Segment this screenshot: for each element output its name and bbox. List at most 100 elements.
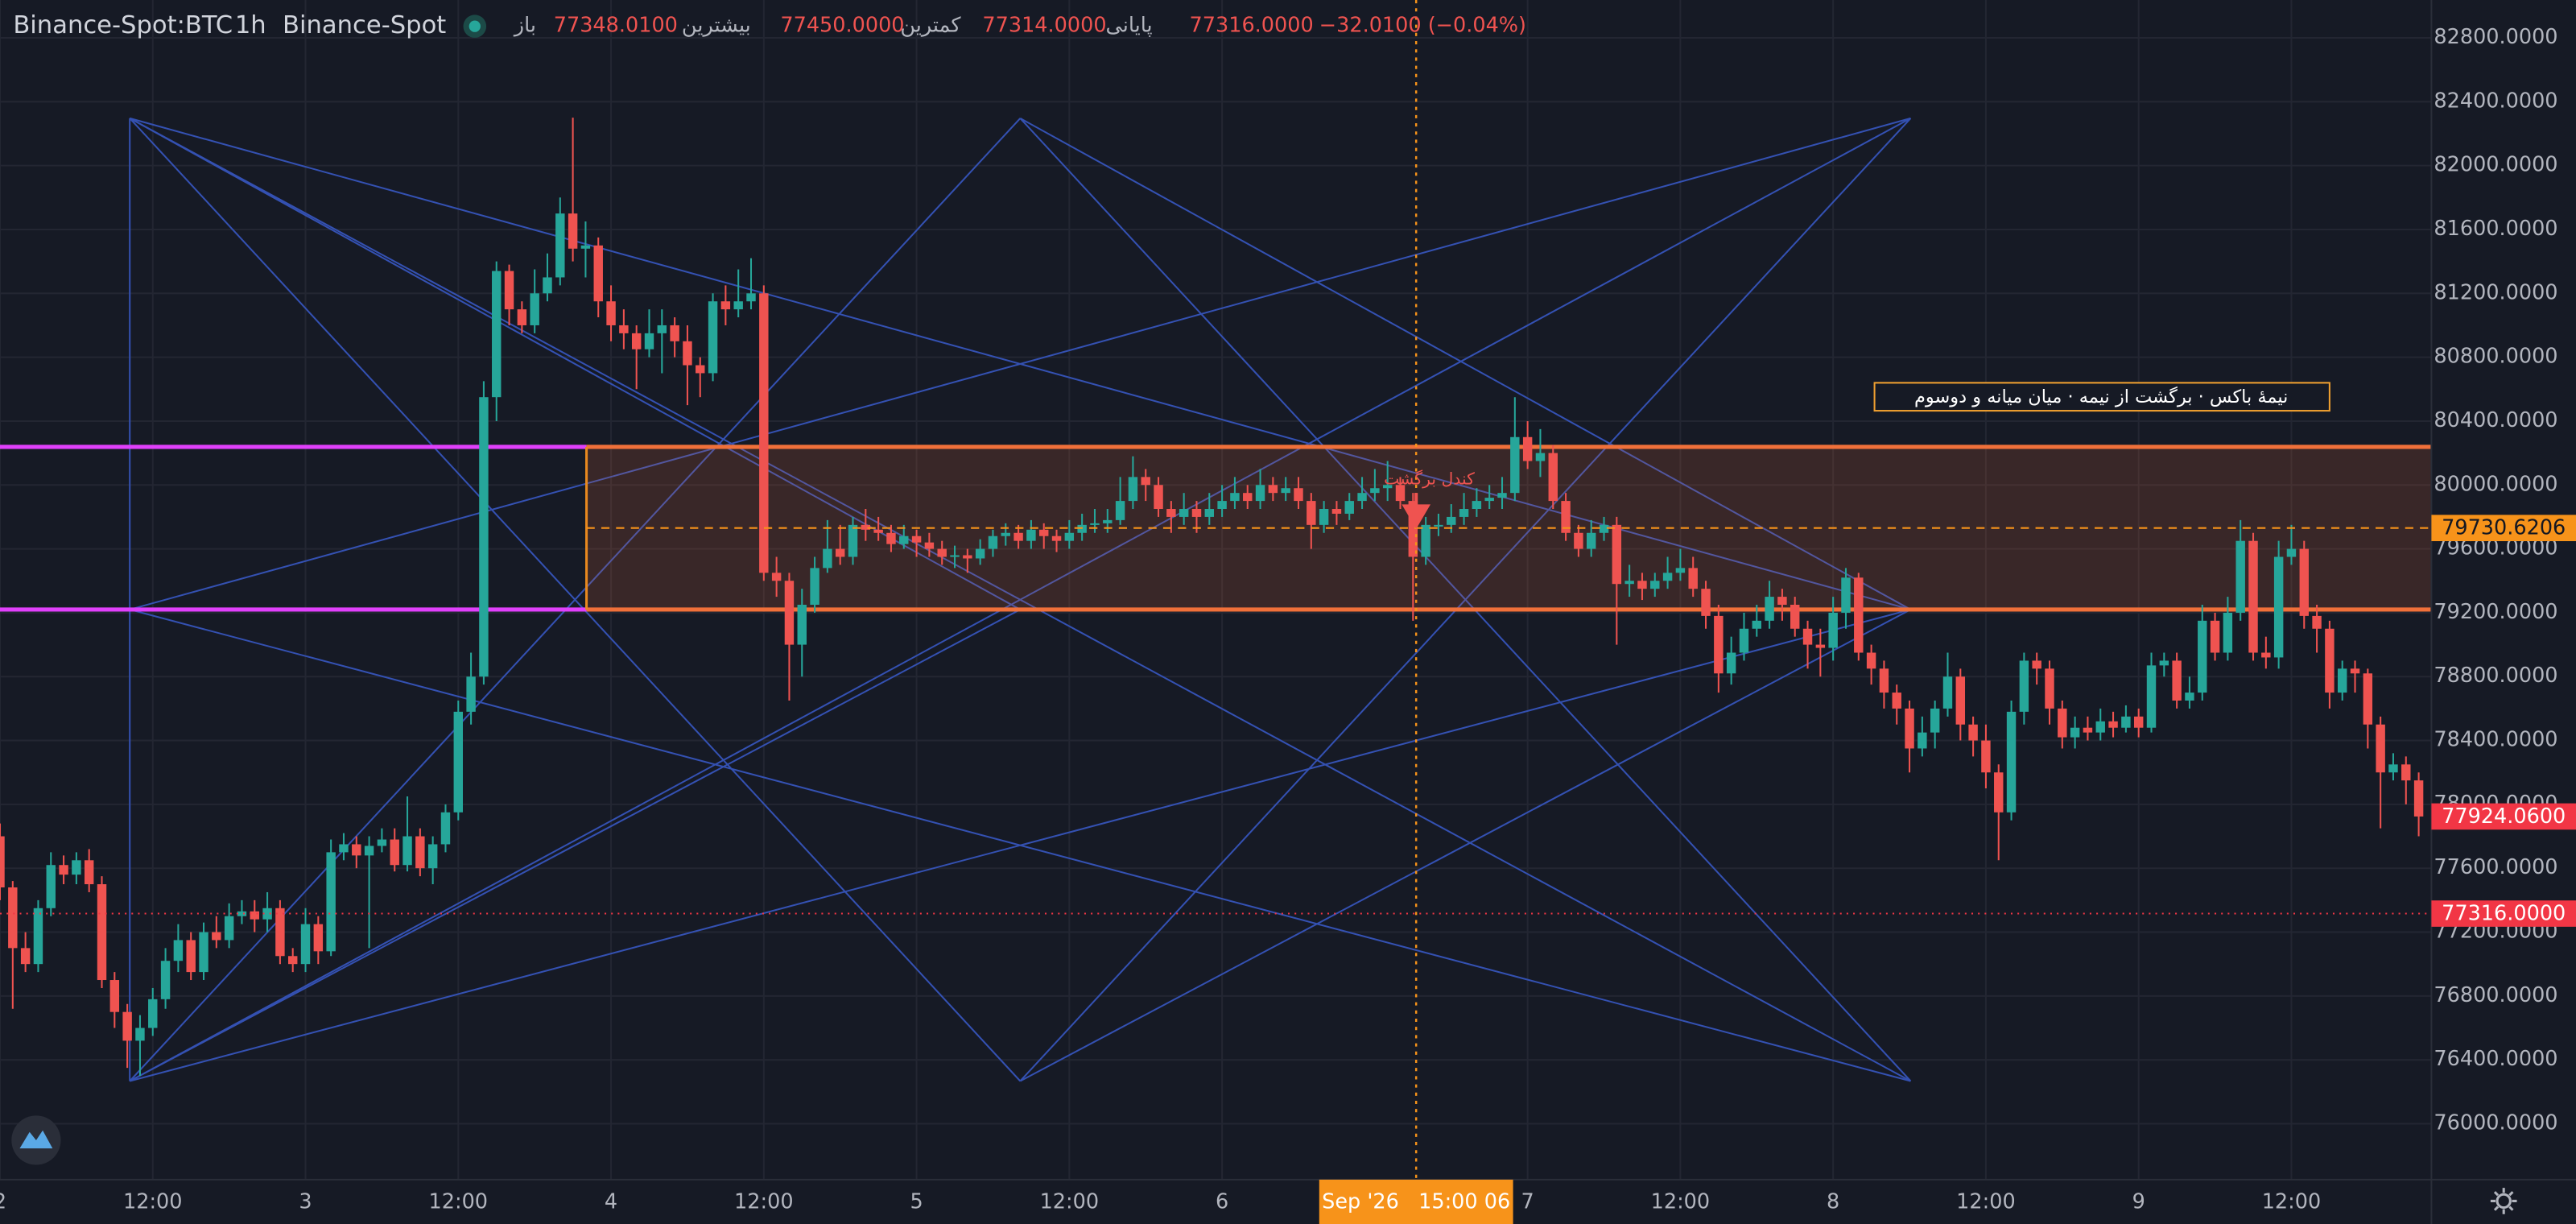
candle-body	[937, 548, 947, 557]
candle-body	[364, 846, 374, 856]
signal-arrow	[1402, 493, 1431, 529]
candle-body	[1828, 612, 1838, 648]
candle-body	[97, 884, 107, 981]
candle-body	[212, 932, 221, 941]
fan-line	[129, 118, 1911, 1082]
candle-body	[2350, 668, 2360, 674]
candle-body	[1650, 581, 1660, 589]
price-label-box	[2431, 803, 2576, 830]
candle-body	[1688, 568, 1698, 589]
fan-line	[129, 609, 1021, 1082]
candle-body	[1942, 676, 1953, 709]
candle-body	[568, 213, 578, 249]
readout-value: 77316.0000	[1190, 14, 1314, 38]
candle-body	[1154, 485, 1163, 510]
price-label-box	[2431, 515, 2576, 542]
candle-body	[1905, 708, 1914, 749]
candle-body	[352, 844, 361, 856]
candle-body	[1574, 532, 1583, 549]
x-tick-label: 3	[299, 1189, 312, 1214]
candle-body	[173, 940, 184, 961]
candle-body	[1777, 597, 1787, 605]
candle-body	[631, 333, 642, 349]
candle-body	[2095, 721, 2105, 733]
price-label: 77924.0600	[2442, 804, 2566, 829]
candle-body	[186, 940, 196, 973]
x-tick-label: 12:00	[1040, 1189, 1100, 1214]
candle-body	[2032, 660, 2041, 669]
candle-body	[746, 293, 756, 302]
candle-body	[1586, 532, 1596, 549]
candle-body	[1714, 615, 1724, 674]
x-tick-label: 6	[1216, 1189, 1228, 1214]
candle-body	[784, 581, 795, 645]
candle-body	[886, 532, 896, 544]
candle-body	[657, 325, 667, 333]
candle-body	[1191, 509, 1202, 517]
candle-body	[1331, 509, 1342, 514]
candle-body	[109, 980, 120, 1012]
candle-body	[2401, 764, 2411, 781]
candle-body	[2299, 548, 2309, 616]
readout-label: بیشترین	[682, 14, 751, 38]
settings[interactable]	[2490, 1188, 2517, 1214]
candle-body	[1866, 652, 1876, 669]
candle-body	[2223, 612, 2233, 653]
candle-body	[619, 325, 629, 333]
candle-body	[1166, 509, 1176, 517]
x-tick-label: 12:00	[1956, 1189, 2016, 1214]
candle-body	[1994, 772, 2004, 813]
candle-body	[835, 548, 845, 557]
candle-body	[2337, 668, 2347, 693]
candle-body	[2019, 660, 2029, 712]
candle-body	[593, 245, 603, 302]
candle-body	[2121, 716, 2131, 728]
candle-body	[950, 555, 960, 557]
candle-body	[2248, 540, 2258, 653]
candle-body	[1968, 724, 1978, 741]
y-tick-label: 80400.0000	[2434, 408, 2557, 432]
candle-body	[2108, 721, 2118, 728]
candle-body	[8, 887, 18, 949]
candle-body	[1930, 708, 1940, 733]
readout-label: پایانی	[1105, 14, 1152, 38]
logo[interactable]	[11, 1115, 61, 1165]
readout-value: 77314.0000	[982, 14, 1106, 38]
candle-body	[720, 301, 731, 310]
readout-value: 77348.0100	[554, 14, 678, 38]
candle-body	[670, 325, 679, 341]
candle-body	[313, 924, 324, 952]
candle-body	[1675, 568, 1686, 573]
readout-label: باز	[513, 14, 536, 38]
candle-body	[517, 309, 527, 325]
candle-body	[2261, 652, 2271, 658]
x-tick-label: 12:00	[734, 1189, 794, 1214]
candle-body	[1230, 493, 1240, 502]
candle-body	[1255, 485, 1265, 502]
candle-body	[2133, 716, 2144, 728]
crosshair-time: Sep '26 15:00 06	[1322, 1189, 1510, 1214]
box-label-frame	[1873, 382, 2330, 412]
x-tick-label: 2	[0, 1189, 6, 1214]
candle-body	[1077, 524, 1087, 533]
candle-body	[1918, 732, 1927, 749]
candle-body	[1637, 581, 1647, 589]
candle-body	[555, 213, 565, 278]
candle-body	[1879, 668, 1889, 693]
candle-body	[1854, 577, 1864, 653]
candle-body	[1484, 498, 1494, 502]
candle-body	[0, 836, 5, 888]
candle-body	[427, 844, 438, 869]
candle-body	[300, 924, 311, 965]
candle-body	[1141, 477, 1150, 486]
candle-body	[873, 529, 883, 533]
candle-body	[1892, 693, 1901, 709]
candle-body	[326, 852, 336, 952]
candle-body	[2235, 540, 2245, 613]
candle-body	[84, 860, 94, 885]
price-label-box	[2431, 900, 2576, 927]
candle-body	[160, 961, 171, 999]
candle-body	[504, 271, 514, 310]
y-tick-label: 80800.0000	[2434, 345, 2557, 369]
